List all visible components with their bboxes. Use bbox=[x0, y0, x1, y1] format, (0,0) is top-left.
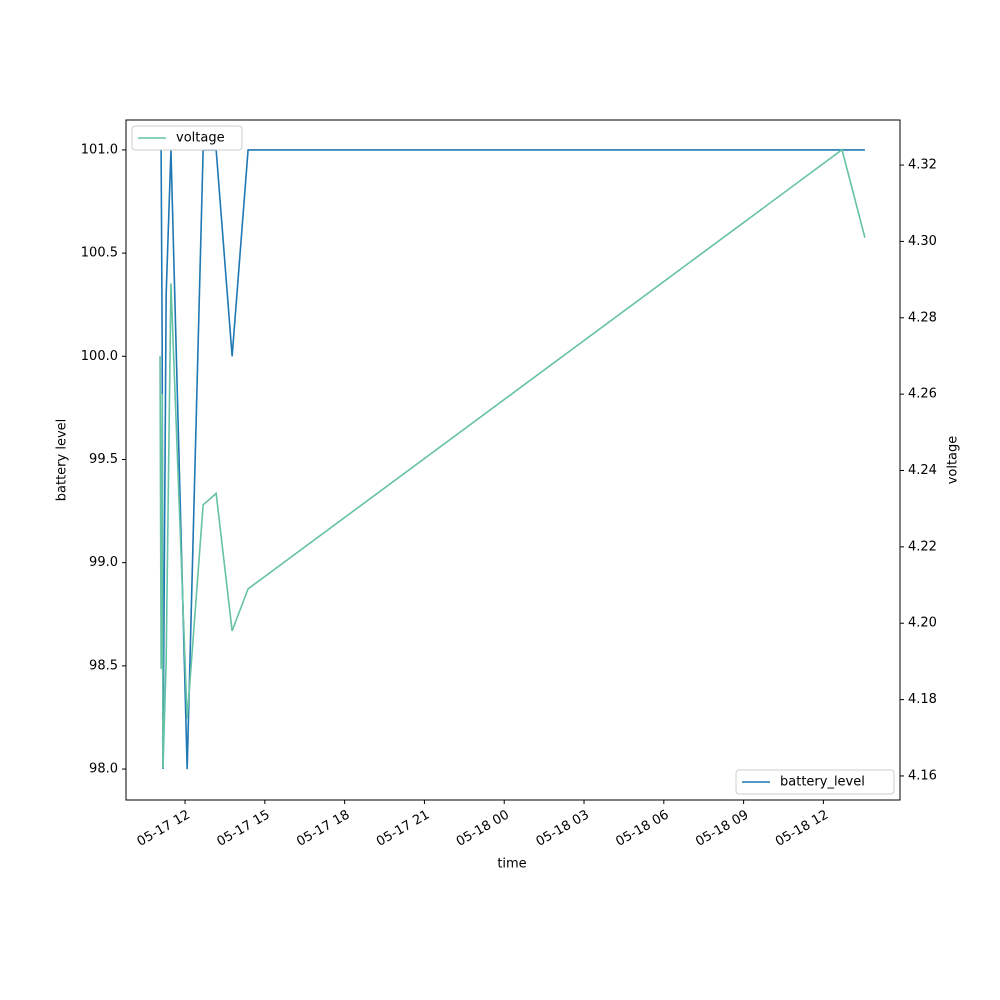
plot-frame bbox=[125, 119, 901, 801]
x-tick-label: 05-17 12 bbox=[135, 808, 193, 850]
y-axis-label: battery level bbox=[55, 419, 70, 502]
x-tick-label: 05-17 18 bbox=[294, 808, 352, 850]
legend-box bbox=[735, 769, 895, 795]
y2-tick-label: 4.28 bbox=[908, 310, 937, 325]
x-tick-label: 05-18 03 bbox=[534, 808, 592, 850]
x-tick-label: 05-18 06 bbox=[613, 808, 671, 850]
y2-tick-label: 4.20 bbox=[908, 616, 937, 631]
legend-box bbox=[131, 125, 243, 151]
y-tick-label: 98.5 bbox=[89, 658, 118, 673]
series-line bbox=[159, 148, 866, 769]
legend-label: voltage bbox=[176, 131, 225, 146]
y-tick-label: 99.0 bbox=[89, 555, 118, 570]
y-tick-label: 99.5 bbox=[89, 452, 118, 467]
x-tick-label: 05-18 09 bbox=[693, 808, 751, 850]
x-tick-label: 05-17 15 bbox=[214, 808, 272, 850]
legend-label: battery_level bbox=[780, 775, 865, 790]
y2-tick-label: 4.32 bbox=[908, 158, 937, 173]
y2-tick-label: 4.18 bbox=[908, 692, 937, 707]
y2-tick-label: 4.26 bbox=[908, 387, 937, 402]
y2-tick-label: 4.24 bbox=[908, 463, 937, 478]
x-axis-label: time bbox=[497, 857, 526, 872]
y-tick-label: 101.0 bbox=[81, 142, 118, 157]
y2-tick-label: 4.30 bbox=[908, 234, 937, 249]
x-tick-label: 05-18 00 bbox=[454, 808, 512, 850]
y2-tick-label: 4.16 bbox=[908, 768, 937, 783]
y-tick-label: 100.5 bbox=[81, 246, 118, 261]
y2-tick-label: 4.22 bbox=[908, 539, 937, 554]
series-line bbox=[160, 149, 865, 770]
x-tick-label: 05-18 12 bbox=[773, 808, 831, 850]
y2-axis-label: voltage bbox=[946, 436, 961, 485]
y-tick-label: 100.0 bbox=[81, 349, 118, 364]
y-tick-label: 98.0 bbox=[89, 762, 118, 777]
x-tick-label: 05-17 21 bbox=[374, 808, 432, 850]
